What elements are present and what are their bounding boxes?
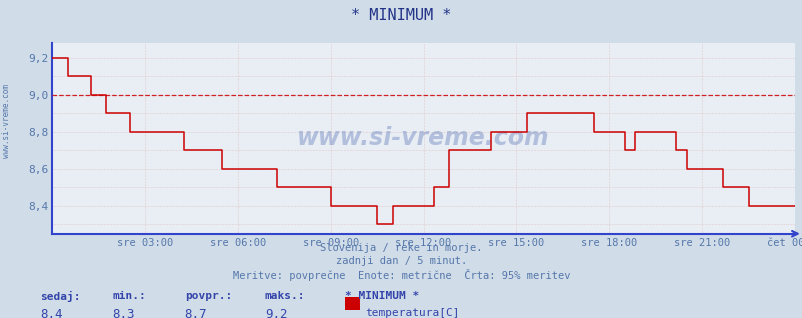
Text: Meritve: povprečne  Enote: metrične  Črta: 95% meritev: Meritve: povprečne Enote: metrične Črta:… bbox=[233, 269, 569, 281]
Text: povpr.:: povpr.: bbox=[184, 291, 232, 301]
Text: 8,7: 8,7 bbox=[184, 308, 207, 318]
Text: www.si-vreme.com: www.si-vreme.com bbox=[2, 84, 11, 158]
Text: * MINIMUM *: * MINIMUM * bbox=[345, 291, 419, 301]
Text: zadnji dan / 5 minut.: zadnji dan / 5 minut. bbox=[335, 256, 467, 266]
Text: temperatura[C]: temperatura[C] bbox=[365, 308, 460, 318]
Text: maks.:: maks.: bbox=[265, 291, 305, 301]
Text: 8,4: 8,4 bbox=[40, 308, 63, 318]
Text: min.:: min.: bbox=[112, 291, 146, 301]
Text: sedaj:: sedaj: bbox=[40, 291, 80, 302]
Text: * MINIMUM *: * MINIMUM * bbox=[351, 8, 451, 23]
Text: www.si-vreme.com: www.si-vreme.com bbox=[297, 126, 549, 150]
Text: 8,3: 8,3 bbox=[112, 308, 135, 318]
Text: Slovenija / reke in morje.: Slovenija / reke in morje. bbox=[320, 243, 482, 253]
Text: 9,2: 9,2 bbox=[265, 308, 287, 318]
